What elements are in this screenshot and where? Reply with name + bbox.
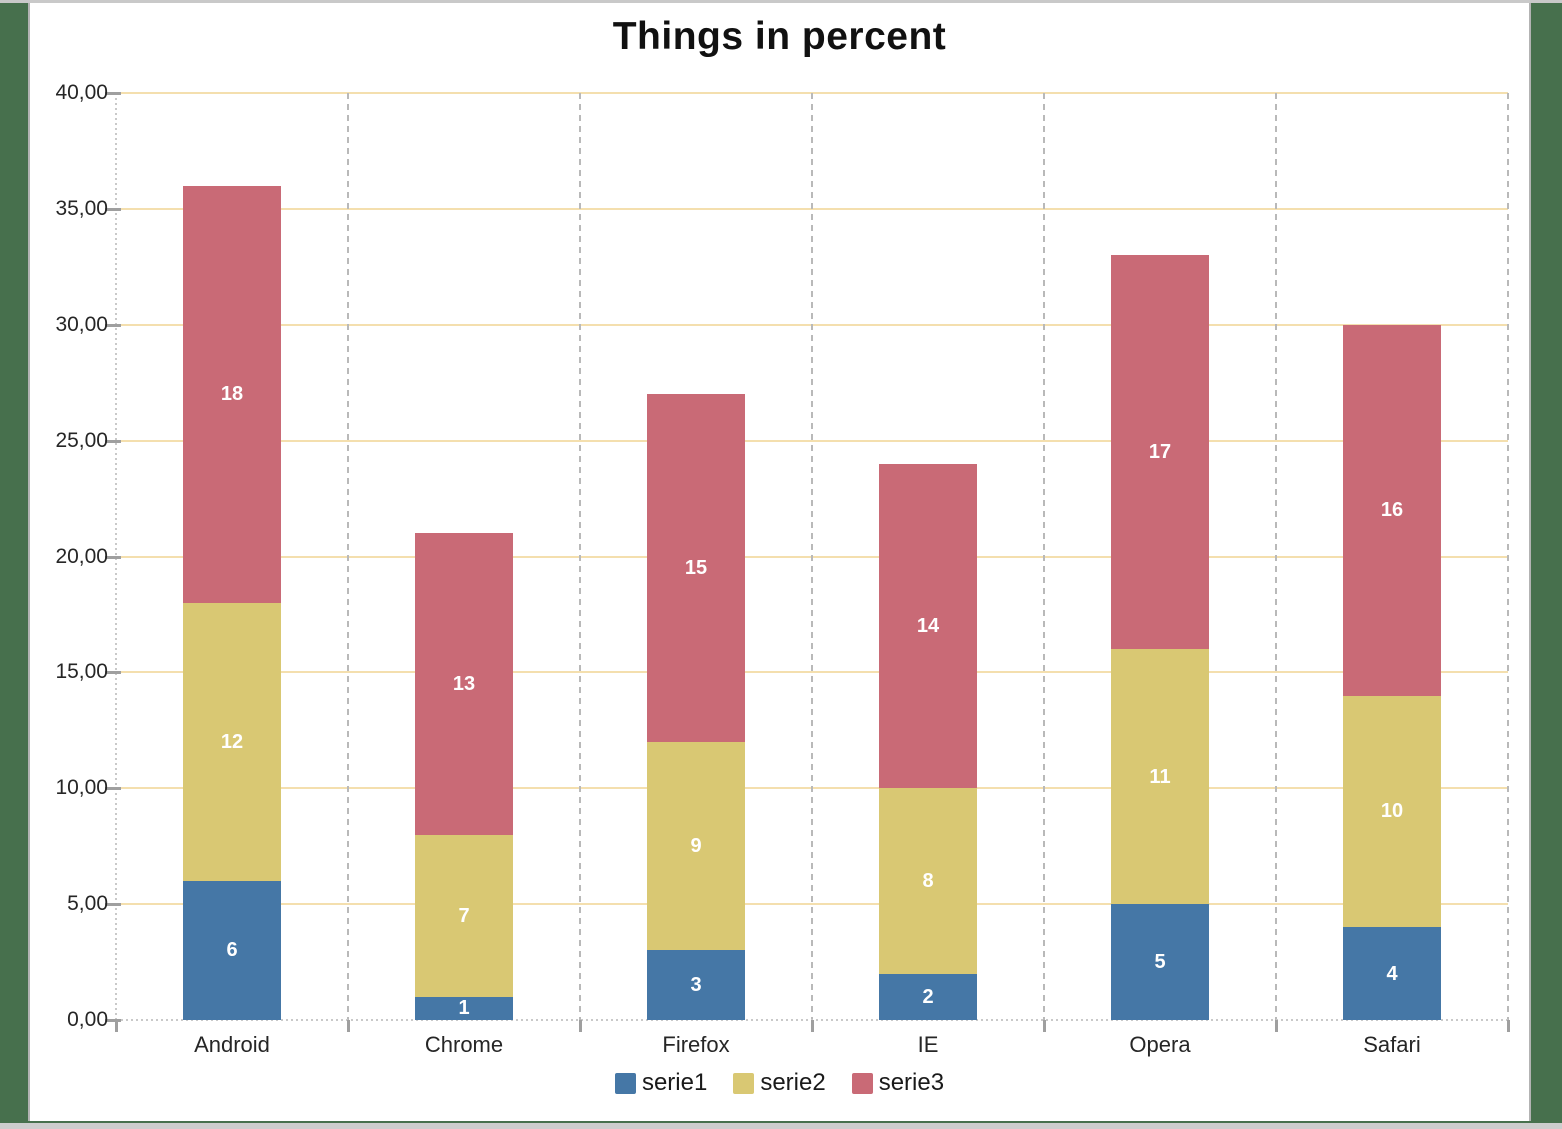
bar-segment-serie1-Chrome: 1 (415, 996, 513, 1020)
y-axis-tick (105, 323, 121, 327)
legend: serie1 serie2 serie3 (30, 1069, 1529, 1097)
y-tick-label: 20,00 (55, 544, 108, 568)
bar-value-label: 9 (690, 835, 702, 858)
y-tick-label: 40,00 (55, 81, 108, 104)
y-axis-tick (105, 439, 121, 443)
y-tick-label: 25,00 (55, 428, 108, 452)
bar-value-label: 12 (220, 730, 244, 753)
window-edge-top (0, 0, 1562, 3)
bar-value-label: 1 (458, 997, 470, 1020)
bar-segment-serie3-Opera: 17 (1111, 255, 1209, 650)
bar-segment-serie3-Android: 18 (183, 185, 281, 603)
bar-value-label: 4 (1386, 962, 1398, 985)
x-axis-tick (579, 1020, 582, 1032)
category-label-ie: IE (917, 1032, 939, 1057)
bar-value-label: 2 (922, 985, 934, 1008)
vertical-gridline (579, 93, 581, 1020)
window-edge-bottom (0, 1123, 1562, 1129)
bar-value-label: 13 (452, 672, 476, 695)
y-tick-label: 30,00 (55, 312, 108, 336)
bar-segment-serie2-Opera: 11 (1111, 649, 1209, 905)
bar-value-label: 5 (1154, 951, 1166, 974)
category-label-firefox: Firefox (662, 1032, 730, 1057)
x-axis-tick (347, 1020, 350, 1032)
bar-value-label: 16 (1380, 499, 1404, 522)
bar-value-label: 10 (1380, 800, 1404, 823)
bar-segment-serie2-Firefox: 9 (647, 741, 745, 951)
vertical-gridline (1507, 93, 1509, 1020)
legend-item-serie1: serie1 (614, 1069, 708, 1097)
vertical-gridline (347, 93, 349, 1020)
legend-label-serie3: serie3 (878, 1069, 945, 1096)
bar-value-label: 15 (684, 557, 708, 580)
y-axis-tick (105, 1019, 121, 1022)
y-tick-label: 10,00 (55, 776, 108, 800)
x-axis-tick (1507, 1020, 1510, 1032)
category-label-safari: Safari (1363, 1032, 1421, 1057)
legend-label-serie2: serie2 (760, 1069, 826, 1096)
bar-segment-serie3-Safari: 16 (1343, 324, 1441, 696)
y-axis-tick (105, 671, 121, 675)
chart-title: Things in percent (612, 15, 947, 58)
legend-swatch-serie1 (614, 1072, 636, 1094)
bar-value-label: 8 (922, 869, 934, 892)
bar-value-label: 18 (220, 383, 244, 406)
y-axis-tick (105, 207, 121, 211)
y-tick-label: 0,00 (67, 1008, 108, 1031)
legend-swatch-serie3 (851, 1072, 873, 1094)
bar-value-label: 17 (1148, 441, 1172, 464)
y-axis-tick (105, 92, 121, 95)
legend-item-serie2: serie2 (733, 1069, 826, 1097)
legend-swatch-serie2 (733, 1072, 755, 1094)
y-axis-tick (105, 787, 121, 791)
vertical-gridline (811, 93, 813, 1020)
bar-value-label: 3 (690, 974, 702, 997)
legend-item-serie3: serie3 (851, 1069, 945, 1097)
bar-segment-serie2-Chrome: 7 (415, 834, 513, 997)
y-axis-tick (105, 903, 121, 907)
x-axis-tick (115, 1020, 118, 1032)
bar-value-label: 11 (1149, 765, 1171, 788)
bar-segment-serie3-Firefox: 15 (647, 394, 745, 742)
bar-segment-serie3-Chrome: 13 (415, 533, 513, 835)
bar-segment-serie2-Android: 12 (183, 602, 281, 881)
category-label-android: Android (194, 1032, 270, 1057)
legend-label-serie1: serie1 (641, 1069, 708, 1096)
x-axis-tick (1043, 1020, 1046, 1032)
bar-segment-serie1-Android: 6 (183, 880, 281, 1020)
y-axis-tick (105, 555, 121, 559)
y-tick-label: 5,00 (67, 892, 108, 916)
bar-segment-serie1-IE: 2 (879, 973, 977, 1020)
bar-segment-serie3-IE: 14 (879, 463, 977, 789)
vertical-gridline (1043, 93, 1045, 1020)
y-tick-label: 15,00 (55, 660, 108, 684)
y-tick-label: 35,00 (55, 196, 108, 220)
bar-segment-serie1-Opera: 5 (1111, 904, 1209, 1020)
bar-segment-serie1-Firefox: 3 (647, 950, 745, 1020)
bar-value-label: 14 (916, 615, 940, 638)
category-label-opera: Opera (1129, 1032, 1191, 1057)
x-axis-tick (1275, 1020, 1278, 1032)
bar-value-label: 7 (458, 904, 470, 927)
bar-value-label: 6 (226, 939, 238, 962)
vertical-gridline (1275, 93, 1277, 1020)
bar-segment-serie1-Safari: 4 (1343, 927, 1441, 1020)
plot-area: 6 12 18 1 7 13 3 9 15 2 8 14 5 11 17 4 10 16 (105, 92, 1510, 1032)
category-label-chrome: Chrome (424, 1032, 504, 1057)
chart-canvas: Things in percent 6 12 18 1 7 13 3 9 15 2 8 14 5 11 17… (28, 3, 1531, 1121)
x-axis-tick (811, 1020, 814, 1032)
bar-segment-serie2-IE: 8 (879, 788, 977, 974)
bar-segment-serie2-Safari: 10 (1343, 695, 1441, 928)
